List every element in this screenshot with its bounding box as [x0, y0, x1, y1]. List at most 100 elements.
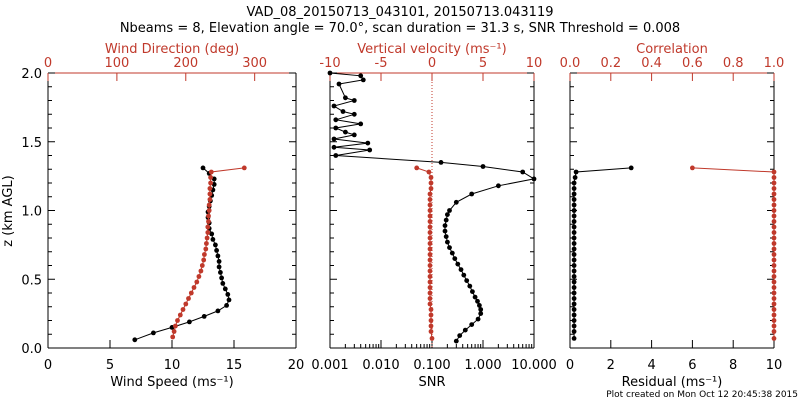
- x-tick-label-top: 0.8: [723, 56, 744, 71]
- data-point-black: [467, 283, 473, 289]
- data-point-red: [771, 186, 777, 191]
- data-point-black: [571, 208, 577, 213]
- x-tick-label-top: 100: [104, 56, 129, 71]
- data-point-red: [428, 329, 434, 334]
- data-point-red: [188, 290, 194, 296]
- data-point-black: [442, 223, 448, 229]
- x-axis-label-top: Vertical velocity (ms⁻¹): [357, 42, 506, 57]
- data-point-black: [571, 219, 577, 224]
- data-point-black: [571, 279, 577, 285]
- x-tick-label-top: 0.4: [641, 56, 662, 71]
- data-point-red: [771, 329, 777, 334]
- data-point-red: [428, 312, 434, 318]
- data-point-red: [771, 235, 777, 241]
- panel-2: 0.001 0.010 0.100 1.000 10.000 SNR -10 -5 0 5 10 Ve…: [311, 42, 556, 390]
- data-point-red: [205, 230, 211, 235]
- x-tick-label-top: -10: [319, 56, 340, 71]
- x-axis-label-bottom: SNR: [418, 375, 445, 390]
- data-point-black: [351, 132, 357, 138]
- data-point-black: [201, 314, 207, 319]
- data-point-black: [358, 73, 364, 79]
- data-point-black: [571, 186, 577, 191]
- data-point-red: [427, 263, 433, 268]
- data-point-red: [180, 307, 186, 312]
- data-point-black: [472, 294, 478, 300]
- data-point-black: [215, 308, 221, 314]
- series-line-red: [692, 167, 775, 339]
- data-point-red: [771, 290, 777, 296]
- data-point-red: [191, 285, 197, 290]
- data-point-black: [455, 261, 461, 267]
- data-point-red: [427, 279, 433, 285]
- data-point-black: [571, 285, 577, 290]
- data-point-black: [480, 164, 486, 169]
- data-point-black: [224, 303, 230, 308]
- data-point-black: [571, 323, 577, 329]
- data-point-red: [206, 202, 212, 208]
- data-point-red: [771, 175, 777, 180]
- data-point-red: [427, 191, 433, 197]
- data-point-red: [206, 213, 211, 219]
- data-point-red: [771, 197, 777, 202]
- data-point-black: [571, 180, 577, 186]
- data-point-black: [571, 307, 577, 312]
- data-point-red: [771, 213, 777, 219]
- data-point-black: [571, 191, 577, 197]
- data-point-red: [771, 202, 777, 208]
- data-point-red: [175, 318, 180, 323]
- data-point-black: [571, 257, 577, 263]
- data-point-black: [438, 160, 444, 165]
- y-tick-label: 1.5: [21, 136, 42, 151]
- data-point-red: [428, 175, 434, 180]
- data-point-black: [211, 182, 217, 187]
- x-tick-label-bottom: 2: [607, 358, 615, 373]
- data-point-black: [445, 239, 450, 245]
- data-point-black: [571, 246, 577, 252]
- data-point-black: [445, 212, 450, 218]
- data-point-red: [771, 180, 777, 186]
- x-tick-label-bottom: 0.001: [311, 358, 348, 373]
- data-point-black: [443, 234, 449, 240]
- data-point-red: [771, 318, 777, 323]
- x-tick-label-bottom: 10: [766, 358, 783, 373]
- data-point-black: [571, 296, 577, 301]
- data-point-black: [462, 327, 468, 333]
- x-tick-label-bottom: 1.000: [464, 358, 501, 373]
- data-point-red: [771, 257, 777, 263]
- data-point-black: [531, 176, 537, 182]
- data-point-red: [771, 224, 777, 230]
- data-point-red: [771, 268, 777, 274]
- x-tick-label-bottom: 5: [106, 358, 114, 373]
- data-point-black: [496, 183, 501, 189]
- data-point-black: [333, 125, 339, 131]
- data-point-black: [571, 312, 577, 318]
- data-point-black: [475, 316, 481, 322]
- data-point-black: [216, 259, 222, 264]
- data-point-red: [771, 208, 777, 213]
- x-tick-label-bottom: 10.000: [511, 358, 557, 373]
- data-point-red: [241, 165, 247, 171]
- y-axis-label: z (km AGL): [1, 175, 16, 246]
- data-point-red: [427, 208, 433, 213]
- data-point-black: [571, 241, 577, 246]
- data-point-red: [427, 235, 433, 241]
- data-point-red: [427, 230, 433, 235]
- data-point-red: [771, 169, 777, 175]
- x-tick-label-bottom: 15: [226, 358, 243, 373]
- title-line-1: VAD_08_20150713_043101, 20150713.043119: [247, 5, 554, 20]
- data-point-black: [571, 197, 577, 202]
- x-tick-label-top: 1.0: [764, 56, 785, 71]
- x-tick-label-bottom: 10: [164, 358, 181, 373]
- data-point-black: [218, 270, 223, 275]
- series-line-black: [573, 167, 632, 339]
- data-point-black: [449, 250, 455, 256]
- data-point-red: [428, 186, 434, 191]
- x-tick-label-bottom: 6: [688, 358, 696, 373]
- x-tick-label-top: 0.6: [682, 56, 703, 71]
- data-point-black: [443, 217, 449, 223]
- data-point-red: [771, 296, 777, 301]
- x-tick-label-top: 300: [242, 56, 267, 71]
- data-point-black: [447, 208, 452, 213]
